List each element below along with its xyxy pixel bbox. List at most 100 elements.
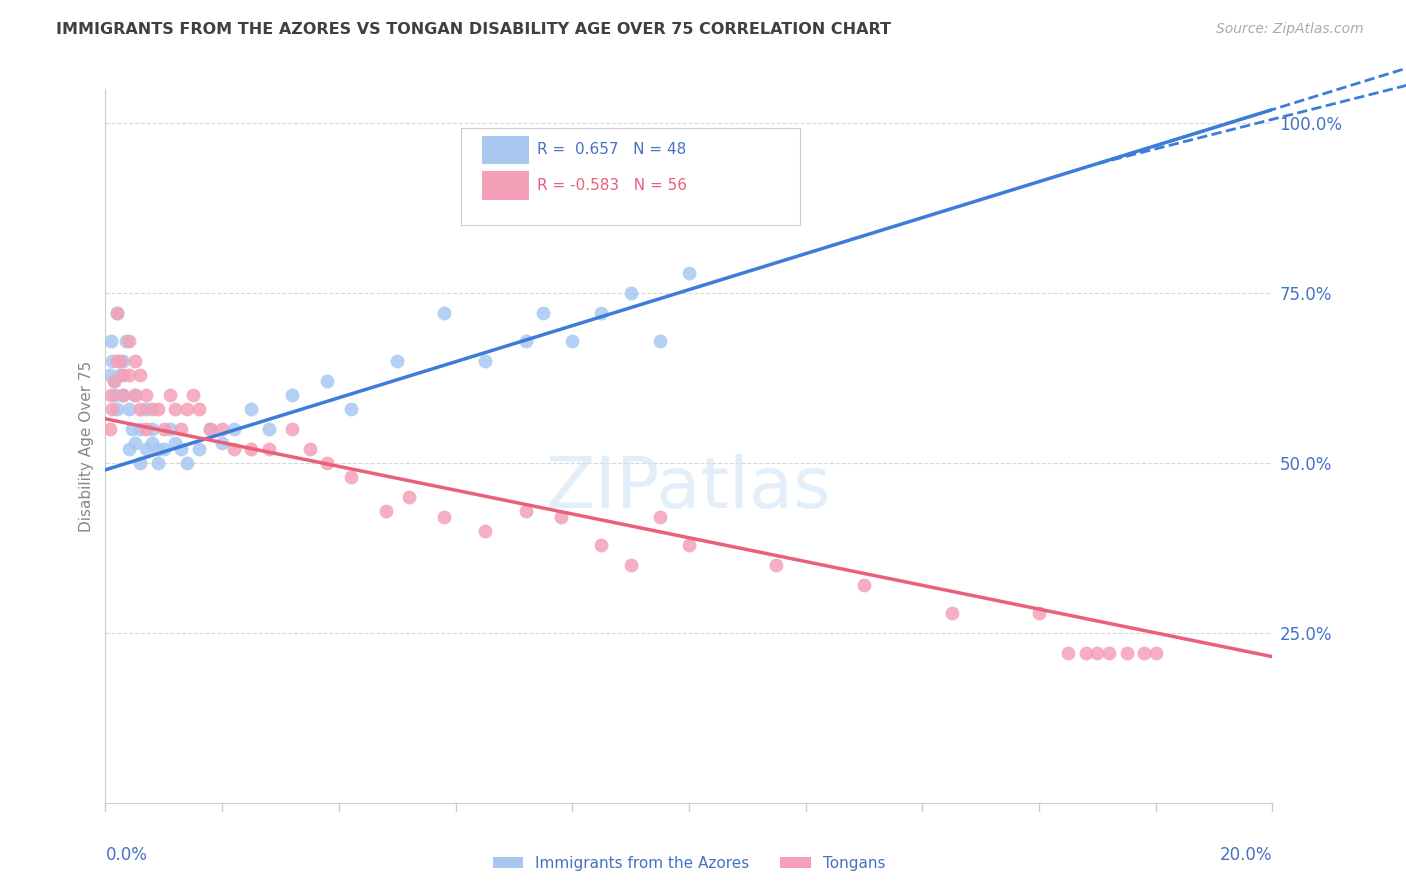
Point [619, 558, 641, 572]
Point [141, 422, 163, 436]
Point [103, 375, 125, 389]
Point [648, 510, 671, 524]
Point [129, 422, 152, 436]
Point [619, 286, 641, 301]
Point [374, 503, 396, 517]
Point [100, 334, 122, 348]
Point [124, 354, 146, 368]
Point [222, 442, 245, 457]
Point [550, 510, 572, 524]
Point [111, 388, 134, 402]
Point [124, 435, 146, 450]
Point [1098, 646, 1121, 660]
Legend: Immigrants from the Azores, Tongans: Immigrants from the Azores, Tongans [486, 850, 891, 877]
Point [98, 422, 121, 436]
Point [146, 456, 169, 470]
Point [165, 435, 187, 450]
Y-axis label: Disability Age Over 75: Disability Age Over 75 [79, 360, 94, 532]
Bar [482, 136, 529, 164]
Point [121, 422, 143, 436]
Point [105, 354, 128, 368]
Point [105, 306, 128, 320]
Point [339, 469, 361, 483]
Point [433, 510, 456, 524]
Point [852, 578, 875, 592]
Point [531, 306, 554, 320]
Point [165, 401, 187, 416]
Point [146, 401, 169, 416]
Point [678, 537, 700, 551]
Point [1028, 606, 1050, 620]
Text: IMMIGRANTS FROM THE AZORES VS TONGAN DISABILITY AGE OVER 75 CORRELATION CHART: IMMIGRANTS FROM THE AZORES VS TONGAN DIS… [56, 22, 891, 37]
Point [111, 354, 134, 368]
Point [257, 442, 280, 457]
Point [101, 354, 124, 368]
Point [118, 368, 141, 382]
Point [159, 422, 181, 436]
Point [211, 422, 233, 436]
Point [281, 388, 304, 402]
Point [129, 456, 152, 470]
Point [515, 503, 537, 517]
Point [111, 368, 134, 382]
Point [339, 401, 361, 416]
Point [211, 435, 233, 450]
Point [135, 388, 157, 402]
Point [181, 388, 204, 402]
Point [474, 354, 496, 368]
Point [200, 422, 222, 436]
Point [398, 490, 420, 504]
Point [433, 306, 456, 320]
Point [170, 442, 193, 457]
Text: R =  0.657   N = 48: R = 0.657 N = 48 [537, 143, 686, 157]
Point [316, 375, 339, 389]
Point [101, 401, 124, 416]
Point [129, 368, 152, 382]
Point [153, 442, 174, 457]
Point [135, 422, 157, 436]
Point [124, 388, 146, 402]
Point [1133, 646, 1156, 660]
Point [591, 537, 613, 551]
Point [187, 401, 209, 416]
Point [1115, 646, 1137, 660]
Point [103, 375, 125, 389]
Point [561, 334, 583, 348]
Point [108, 354, 131, 368]
Point [1085, 646, 1108, 660]
Point [105, 306, 128, 320]
Point [98, 368, 121, 382]
Point [118, 334, 141, 348]
Point [135, 442, 157, 457]
Point [1057, 646, 1080, 660]
Text: 20.0%: 20.0% [1220, 846, 1272, 863]
Point [105, 401, 128, 416]
Point [111, 388, 134, 402]
Point [474, 524, 496, 538]
Point [115, 334, 138, 348]
Point [135, 401, 157, 416]
Point [298, 442, 321, 457]
Point [515, 334, 537, 348]
Point [141, 401, 163, 416]
Point [187, 442, 209, 457]
Point [124, 388, 146, 402]
Point [281, 422, 304, 436]
Point [678, 266, 700, 280]
Point [316, 456, 339, 470]
Point [385, 354, 408, 368]
Point [941, 606, 963, 620]
Bar [482, 171, 529, 200]
Point [765, 558, 787, 572]
Point [118, 401, 141, 416]
Point [100, 388, 122, 402]
Point [104, 388, 127, 402]
Point [108, 368, 131, 382]
Point [170, 422, 193, 436]
Text: Source: ZipAtlas.com: Source: ZipAtlas.com [1216, 22, 1364, 37]
Point [146, 442, 169, 457]
Point [648, 334, 671, 348]
Point [240, 442, 263, 457]
Point [200, 422, 222, 436]
Point [591, 306, 613, 320]
